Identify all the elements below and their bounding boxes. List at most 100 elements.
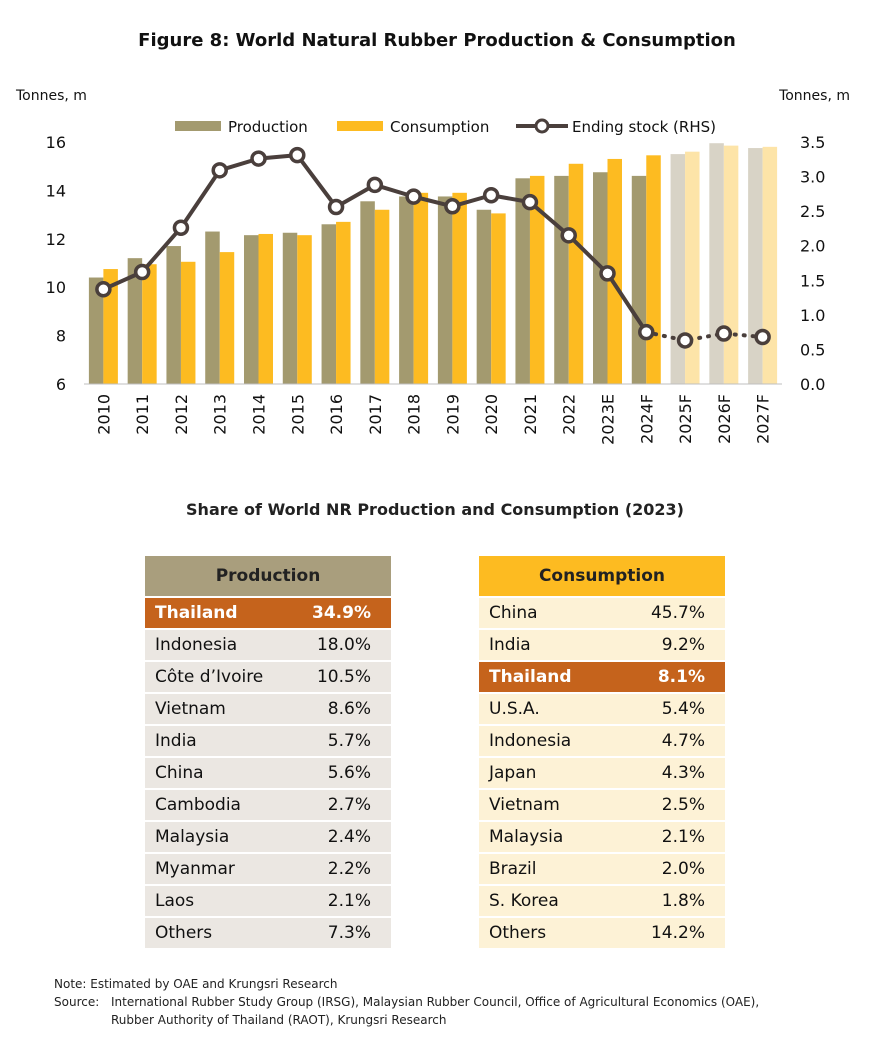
axes-layer: 6 8 10 12 14 16 0.0 0.5 1.0 1.5 2.0 2.5 3.0 3.5 [46,133,826,394]
table-row: Myanmar 2.2% [145,853,391,886]
country-cell: Thailand [145,597,291,630]
country-cell: China [145,757,291,790]
rubber-chart: Figure 8: World Natural Rubber Productio… [15,30,850,445]
x-tick-labels: 2010 2011 2012 2013 2014 2015 2016 2017 2018 2019… [94,394,772,445]
stock-point [327,198,345,216]
bar-consumption [219,252,235,384]
stock-point [211,162,228,179]
table-row: India 9.2% [479,629,725,662]
production-header: Production [145,556,391,598]
source-line-2: Rubber Authority of Thailand (RAOT), Kru… [111,1013,447,1027]
bar-production [593,172,608,384]
table-row: Cambodia 2.7% [145,789,391,822]
bar-consumption [762,146,778,384]
bar-consumption [103,269,118,384]
y-tick-label: 16 [46,133,66,152]
bar-consumption [180,261,196,384]
bar-consumption [646,155,661,384]
bar-consumption [336,221,351,384]
bar-production [437,196,453,384]
table-row: China 45.7% [479,597,725,630]
x-tick-label: 2026F [715,394,734,444]
y-tick-label: 10 [46,278,66,297]
country-cell: U.S.A. [479,693,615,726]
bar-consumption [452,192,467,384]
table-row: Vietnam 2.5% [479,789,725,822]
share-cell: 2.1% [290,885,391,918]
x-tick-label: 2027F [754,394,773,444]
x-tick-label: 2017 [366,394,385,435]
bar-production [631,175,647,384]
consumption-header: Consumption [479,556,725,598]
source-label: Source: [54,995,100,1009]
bar-production [709,143,724,384]
bar-production [282,232,298,384]
bar-consumption [374,209,390,384]
bar-consumption [297,235,312,384]
stock-line-forecast [644,330,765,343]
share-cell: 10.5% [290,661,391,694]
x-tick-label: 2011 [133,394,152,435]
bar-consumption [685,151,700,384]
bar-production [554,175,569,384]
legend-marker-stock [534,118,550,134]
country-cell: Others [145,917,291,950]
stock-point [366,176,384,194]
x-tick-label: 2022 [560,394,579,435]
right-axis-label: Tonnes, m [778,88,850,104]
country-cell: Cambodia [145,789,291,822]
bar-consumption [568,163,584,384]
x-tick-label: 2018 [405,394,424,435]
y2-tick-label: 2.5 [800,202,825,221]
x-tick-label: 2014 [250,394,269,435]
bar-consumption [258,233,273,384]
table-row: Japan 4.3% [479,757,725,790]
share-cell: 5.4% [614,693,725,726]
share-cell: 2.0% [614,853,725,886]
legend-label-consumption: Consumption [390,118,489,136]
bar-production [476,209,492,384]
share-cell: 34.9% [290,597,391,630]
y2-tick-label: 0.5 [800,340,825,359]
consumption-share-table: Consumption China 45.7% India 9.2% Thailand 8.… [479,556,725,950]
table-row: Indonesia 18.0% [145,629,391,662]
stock-point [172,219,190,236]
share-cell: 45.7% [614,597,725,630]
y2-tick-label: 1.5 [800,271,825,290]
country-cell: Others [479,917,615,950]
x-tick-label: 2020 [482,394,501,435]
x-tick-label: 2021 [521,394,540,435]
production-share-table: Production Thailand 34.9% Indonesia 18.0% Côt… [145,556,391,950]
country-cell: Myanmar [145,853,291,886]
share-cell: 2.5% [614,789,725,822]
share-cell: 9.2% [614,629,725,662]
stock-point [133,263,151,281]
country-cell: Laos [145,885,291,918]
x-tick-label: 2013 [211,394,230,435]
share-cell: 1.8% [614,885,725,918]
y2-tick-label: 3.0 [800,168,825,187]
share-cell: 2.4% [290,821,391,854]
table-row: Côte d’Ivoire 10.5% [145,661,391,694]
bar-consumption [491,213,506,384]
stock-point [599,265,616,282]
legend-label-stock: Ending stock (RHS) [572,118,716,136]
country-cell: Indonesia [479,725,615,758]
stock-point [715,325,733,342]
table-row: Malaysia 2.4% [145,821,391,854]
stock-point [521,193,539,211]
legend-swatch-production [175,121,221,131]
y-tick-label: 6 [56,375,66,394]
share-cell: 4.7% [614,725,725,758]
share-cell: 2.2% [290,853,391,886]
country-cell: Thailand [479,661,615,694]
bar-production [88,277,104,384]
stock-point [250,150,267,167]
y2-tick-label: 2.0 [800,237,825,256]
table-row: China 5.6% [145,757,391,790]
legend-swatch-consumption [337,121,383,131]
stock-point [405,188,422,205]
table-row: Thailand 34.9% [145,597,391,630]
stock-point [560,227,577,244]
share-title: Share of World NR Production and Consump… [186,500,684,519]
